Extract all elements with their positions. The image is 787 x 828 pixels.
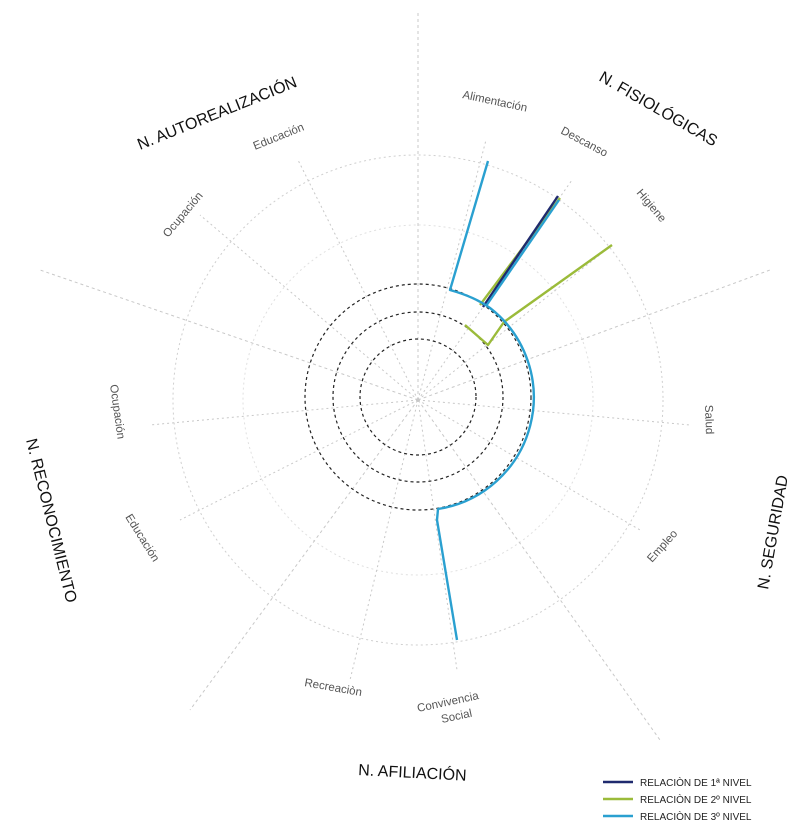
need-label-higiene: Higiene xyxy=(634,187,668,225)
legend: RELACIÒN DE 1ª NIVEL RELACIÒN DE 2º NIVE… xyxy=(603,776,752,823)
ring-level-1 xyxy=(359,338,477,456)
level3-main-path xyxy=(435,160,535,641)
tick-salud xyxy=(417,399,691,426)
tick-alimentacion xyxy=(417,139,487,401)
ring-level-2 xyxy=(332,311,504,483)
sector-label-afiliacion: N. AFILIACIÓN xyxy=(358,760,467,785)
relation-paths xyxy=(435,160,613,641)
need-label-educacion-left: Educación xyxy=(122,512,161,564)
need-label-recreacion: Recreaciòn xyxy=(303,677,362,699)
sector-label-fisiologicas: N. FISIOLÓGICAS xyxy=(596,67,721,150)
legend-item-level1: RELACIÒN DE 1ª NIVEL xyxy=(603,776,752,789)
need-label-alimentacion: Alimentación xyxy=(461,89,528,114)
divider-bottom-left xyxy=(189,399,419,711)
legend-label-level3: RELACIÒN DE 3º NIVEL xyxy=(640,810,752,823)
sector-label-seguridad: N. SEGURIDAD xyxy=(755,474,787,591)
tick-convivencia xyxy=(417,399,458,671)
need-label-empleo: Empleo xyxy=(645,528,680,565)
need-label-descanso: Descanso xyxy=(559,125,610,160)
ring-level-3 xyxy=(304,283,532,511)
tick-empleo xyxy=(417,399,641,531)
need-label-ocupacion-left: Ocupación xyxy=(107,384,127,440)
need-label-educacion-top: Educación xyxy=(252,122,306,153)
legend-item-level2: RELACIÒN DE 2º NIVEL xyxy=(603,793,752,806)
tick-educacion-top xyxy=(297,159,419,401)
level2-higiene-path xyxy=(464,244,613,347)
sector-label-reconocimiento: N. RECONOCIMIENTO xyxy=(22,437,79,605)
tick-educacion-left xyxy=(179,399,419,521)
level1-descanso-path xyxy=(482,195,559,308)
legend-label-level2: RELACIÒN DE 2º NIVEL xyxy=(640,793,752,806)
need-label-social: Social xyxy=(440,708,473,726)
level3-descanso-path xyxy=(485,199,560,307)
need-label-ocupacion-top: Ocupación xyxy=(161,190,206,240)
need-ticks xyxy=(149,139,691,681)
middle-ring xyxy=(242,224,594,576)
tick-ocupacion-left xyxy=(149,399,419,426)
outer-ring xyxy=(172,154,664,646)
legend-label-level1: RELACIÒN DE 1ª NIVEL xyxy=(640,776,752,789)
legend-item-level3: RELACIÒN DE 3º NIVEL xyxy=(603,810,752,823)
divider-left xyxy=(39,269,419,401)
need-label-salud: Salud xyxy=(702,405,715,435)
sector-dividers xyxy=(39,10,771,741)
tick-higiene xyxy=(417,244,613,401)
tick-ocupacion-top xyxy=(199,214,419,401)
tick-recreacion xyxy=(349,399,419,681)
divider-bottom-right xyxy=(417,399,661,741)
divider-right xyxy=(417,269,771,401)
level-rings xyxy=(304,283,532,511)
